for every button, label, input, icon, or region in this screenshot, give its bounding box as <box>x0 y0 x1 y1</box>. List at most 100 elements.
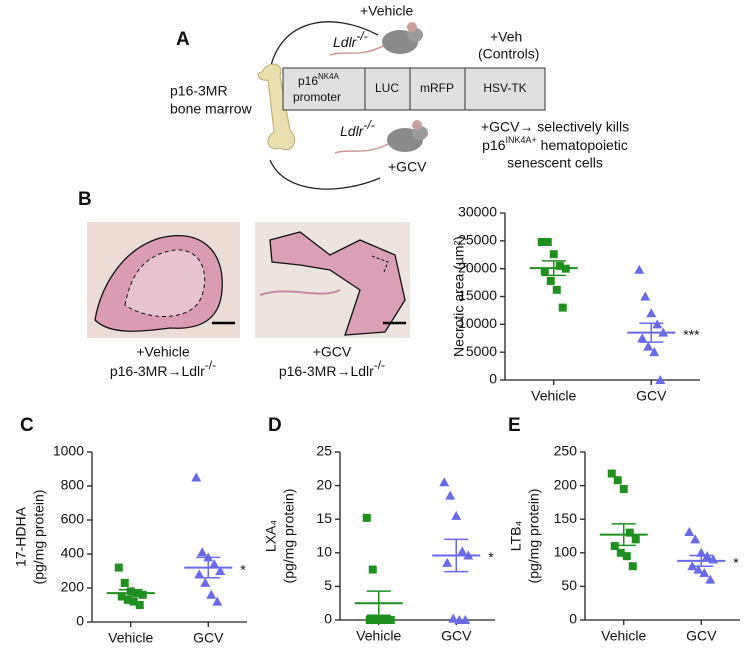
data-point <box>448 613 459 623</box>
bone-icon <box>257 63 295 151</box>
x-tick-label: GCV <box>441 628 472 644</box>
x-tick-label: GCV <box>193 630 224 646</box>
y-tick-label: 30000 <box>458 204 497 220</box>
mouse-icon <box>334 120 428 154</box>
y-axis-label: (pg/mg protein) <box>281 489 297 584</box>
gene: p16 <box>298 74 318 88</box>
data-point <box>631 535 640 544</box>
genotype: -/- <box>363 118 374 132</box>
caption-text: p16-3MR→Ldlr <box>279 363 374 379</box>
data-point <box>543 237 552 246</box>
mouse-icon <box>329 22 423 56</box>
image-caption: p16-3MR→Ldlr-/- <box>279 358 385 379</box>
data-point <box>640 291 651 301</box>
construct-part: promoter <box>293 90 341 104</box>
y-tick-label: 25000 <box>458 232 497 248</box>
y-tick-label: 5000 <box>466 343 497 359</box>
y-axis-label: Necrotic area (µm²) <box>451 236 467 357</box>
x-tick-label: Vehicle <box>601 628 646 644</box>
data-point <box>628 562 637 571</box>
panel-letter: B <box>78 189 92 210</box>
y-tick-label: 50 <box>561 577 577 593</box>
y-tick-label: 0 <box>76 613 84 629</box>
data-point <box>613 476 622 485</box>
donor-label: bone marrow <box>170 101 253 117</box>
data-point <box>362 513 371 522</box>
construct-box <box>282 67 546 111</box>
gene: Ldlr <box>340 123 365 139</box>
data-point <box>215 566 226 575</box>
data-point <box>209 559 220 569</box>
y-tick-label: 10000 <box>458 315 497 331</box>
y-tick-label: 0 <box>324 611 332 627</box>
panel-letter: E <box>508 415 521 436</box>
superscript: INK4A+ <box>506 135 537 145</box>
data-point <box>386 616 395 624</box>
data-point <box>206 589 217 599</box>
data-point <box>135 601 144 609</box>
x-tick-label: Vehicle <box>356 628 401 644</box>
data-point <box>693 564 704 574</box>
construct-part: HSV-TK <box>483 81 526 95</box>
data-point <box>634 264 645 274</box>
data-point <box>377 616 386 624</box>
y-axis-label: 17-HDHA <box>13 506 29 567</box>
histology-image <box>87 222 240 338</box>
y-tick-label: 10 <box>316 544 332 560</box>
x-tick-label: GCV <box>636 388 667 404</box>
data-point <box>637 333 648 343</box>
data-point <box>445 490 456 500</box>
y-tick-label: 150 <box>554 510 578 526</box>
data-point <box>646 308 657 318</box>
data-point <box>655 375 666 384</box>
y-tick-label: 200 <box>554 476 578 492</box>
note: p16INK4A+ hematopoietic <box>482 135 628 152</box>
data-point <box>460 615 471 624</box>
data-point <box>705 574 716 584</box>
data-point <box>619 484 628 493</box>
significance: * <box>733 555 739 571</box>
construct: p16NK4A promoter LUC mRFP HSV-TK <box>282 67 546 111</box>
y-tick-label: 5 <box>324 577 332 593</box>
x-tick-label: Vehicle <box>531 388 576 404</box>
data-point <box>457 546 468 556</box>
y-tick-label: 600 <box>61 511 85 527</box>
significance: *** <box>683 326 700 342</box>
gene: p16 <box>482 137 506 153</box>
genotype-label: Ldlr-/- <box>333 29 368 50</box>
data-point <box>684 526 695 536</box>
construct-part: mRFP <box>420 81 454 95</box>
y-tick-label: 800 <box>61 477 85 493</box>
histology-image <box>255 222 410 338</box>
data-point <box>120 578 129 587</box>
treatment-label: +GCV <box>388 159 427 175</box>
data-point <box>365 616 374 624</box>
note-text: hematopoietic <box>537 137 628 153</box>
construct-part: LUC <box>375 81 399 95</box>
y-tick-label: 0 <box>489 371 497 387</box>
image-caption: +Vehicle <box>136 344 190 360</box>
y-tick-label: 15 <box>316 510 332 526</box>
genotype: -/- <box>374 358 385 372</box>
superscript: NK4A <box>318 72 340 81</box>
data-point <box>643 341 654 351</box>
gene: Ldlr <box>333 34 358 50</box>
y-tick-label: 15000 <box>458 287 497 303</box>
y-axis-label: (pg/mg protein) <box>31 490 47 585</box>
note: senescent cells <box>507 155 603 171</box>
y-tick-label: 200 <box>61 579 85 595</box>
y-axis-label: LXA₄ <box>263 520 279 552</box>
panel-letter: A <box>176 29 190 50</box>
data-point <box>200 577 211 587</box>
data-point <box>537 237 546 246</box>
panel-letter: D <box>268 415 282 436</box>
y-tick-label: 20 <box>316 476 332 492</box>
data-point <box>191 472 202 482</box>
image-caption: +GCV <box>313 344 352 360</box>
y-axis-label: (pg/mg protein) <box>526 489 542 584</box>
donor-label: p16-3MR <box>170 83 228 99</box>
data-point <box>212 596 223 606</box>
genotype: -/- <box>356 29 367 43</box>
significance: * <box>488 549 494 565</box>
y-tick-label: 0 <box>569 611 577 627</box>
